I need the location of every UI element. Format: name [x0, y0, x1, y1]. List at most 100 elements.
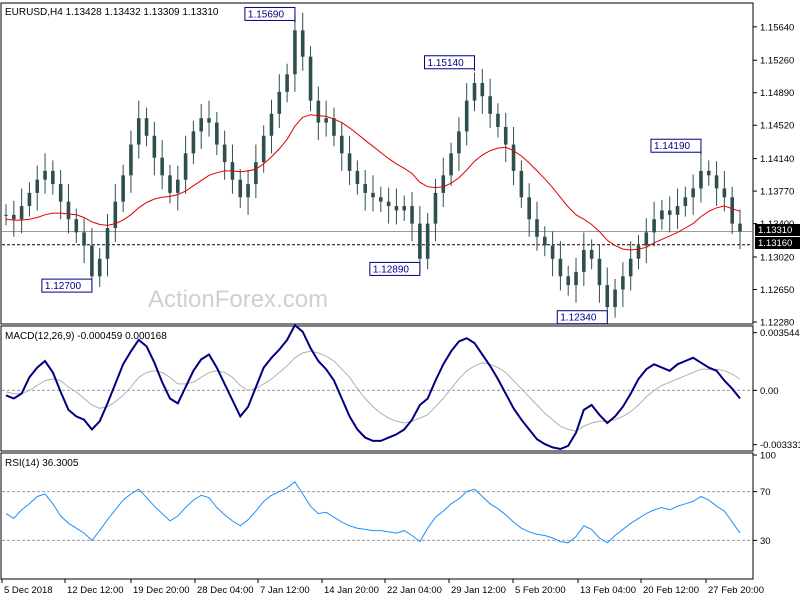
- candle-body: [238, 179, 243, 198]
- candle-body: [246, 184, 250, 198]
- candle-body: [402, 206, 407, 211]
- time-tick-label: 20 Feb 12:00: [643, 585, 699, 596]
- price-tick-label: 1.15260: [760, 56, 794, 67]
- candle-body: [636, 245, 641, 259]
- rsi-axis: 100 70 30: [753, 451, 776, 547]
- candle-body: [175, 179, 180, 193]
- annotation-label: 1.14190: [654, 141, 691, 152]
- candle-body: [464, 100, 469, 132]
- candle-body: [660, 210, 664, 220]
- macd-signal-line: [5, 350, 741, 432]
- price-tick-label: 1.14520: [760, 121, 794, 132]
- time-axis: 5 Dec 2018 12 Dec 12:00 19 Dec 20:00 28 Dec…: [1, 579, 764, 596]
- candle-body: [457, 131, 461, 154]
- price-tick-label: 1.12280: [760, 318, 794, 329]
- macd-panel[interactable]: MACD(12,26,9) -0.000459 0.000168 0.00354…: [0, 323, 800, 452]
- candle-body: [277, 91, 282, 114]
- candle-body: [394, 206, 399, 211]
- candle-body: [386, 201, 391, 207]
- candle-body: [191, 131, 196, 154]
- candle-body: [410, 206, 414, 224]
- candle-body: [574, 271, 578, 286]
- candle-body: [714, 175, 719, 189]
- candle-body: [316, 100, 321, 123]
- current-price-tag: 1.13310: [755, 224, 800, 236]
- candle-body: [82, 232, 86, 246]
- current-price-label: 1.13310: [758, 225, 792, 236]
- candle-body: [43, 170, 47, 180]
- candle-body: [730, 197, 734, 224]
- candle-body: [527, 197, 531, 220]
- candle-body: [379, 197, 383, 202]
- candle-body: [215, 122, 219, 145]
- candle-body: [621, 276, 625, 290]
- annotation-label: 1.12700: [45, 281, 82, 292]
- candle-body: [269, 113, 274, 136]
- candle-body: [324, 118, 328, 123]
- candle-body: [449, 153, 453, 176]
- annotation-label: 1.15690: [248, 9, 285, 20]
- candle-body: [51, 170, 55, 185]
- candle-body: [152, 135, 157, 158]
- candle-body: [308, 56, 313, 101]
- candle-body: [160, 157, 164, 176]
- candle-body: [519, 170, 524, 198]
- candle-body: [207, 118, 211, 123]
- price-tick-label: 1.12650: [760, 285, 794, 296]
- candle-body: [355, 170, 360, 185]
- candle-body: [488, 96, 492, 114]
- rsi-panel[interactable]: RSI(14) 36.3005 100 70 30: [0, 451, 776, 580]
- candle-body: [496, 113, 500, 127]
- candle-body: [261, 135, 266, 163]
- candle-body: [19, 206, 24, 220]
- candle-body: [105, 228, 110, 259]
- support-price-label: 1.13160: [758, 238, 792, 249]
- time-tick-label: 19 Dec 20:00: [133, 585, 190, 596]
- price-tick-label: 1.15640: [760, 22, 794, 33]
- candle-body: [597, 258, 602, 286]
- price-panel-title: EURUSD,H4 1.13428 1.13432 1.13309 1.1331…: [5, 7, 219, 18]
- price-annotation: 1.12340: [556, 310, 608, 325]
- price-tick-label: 1.14890: [760, 88, 794, 99]
- price-panel[interactable]: EURUSD,H4 1.13428 1.13432 1.13309 1.1331…: [0, 2, 800, 329]
- candle-body: [347, 153, 352, 171]
- candle-body: [12, 214, 16, 220]
- rsi-level-lines: [2, 491, 752, 541]
- price-annotations: 1.12700 1.15690 1.12890 1.15140 1.12340 1.141…: [41, 6, 702, 325]
- candle-body: [35, 179, 40, 193]
- candle-body: [550, 245, 555, 259]
- price-tick-label: 1.13020: [760, 252, 794, 263]
- time-tick-label: 29 Jan 12:00: [451, 585, 506, 596]
- candle-body: [293, 30, 297, 75]
- candle-body: [144, 118, 149, 136]
- candle-body: [566, 276, 571, 286]
- candle-body: [425, 223, 430, 259]
- candle-body: [441, 175, 446, 193]
- candle-body: [675, 206, 680, 215]
- candle-body: [27, 192, 32, 207]
- candle-body: [667, 210, 672, 215]
- candle-body: [472, 83, 477, 101]
- candle-body: [644, 232, 649, 246]
- candle-body: [503, 126, 508, 145]
- candle-body: [363, 184, 367, 193]
- candle-body: [90, 245, 94, 277]
- price-tick-label: 1.13770: [760, 187, 794, 198]
- annotation-label: 1.12340: [560, 313, 597, 324]
- time-tick-label: 27 Feb 20:00: [708, 585, 764, 596]
- support-price-tag: 1.13160: [755, 237, 800, 249]
- time-tick-label: 28 Dec 04:00: [197, 585, 254, 596]
- macd-axis: 0.003544 0.00 -0.003331: [753, 328, 800, 451]
- candle-body: [199, 118, 204, 132]
- price-tick-label: 1.14140: [760, 154, 794, 165]
- candle-body: [285, 74, 289, 92]
- moving-average-line: [5, 114, 741, 251]
- annotation-label: 1.15140: [428, 58, 465, 69]
- price-annotation: 1.15140: [424, 55, 476, 71]
- candle-body: [418, 223, 422, 259]
- candle-body: [605, 285, 610, 308]
- candle-body: [74, 219, 79, 233]
- candle-body: [652, 219, 656, 233]
- candle-body: [136, 118, 141, 145]
